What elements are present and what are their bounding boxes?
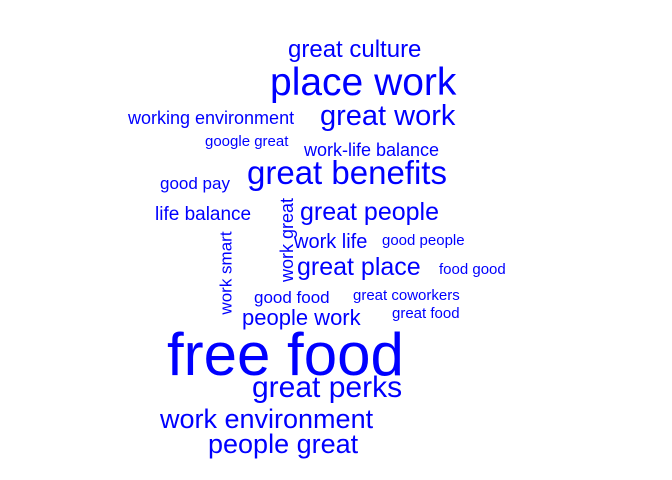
word-google-great: google great [205, 133, 289, 150]
word-great-people: great people [300, 198, 440, 226]
word-good-people: good people [382, 232, 465, 249]
word-people-work: people work [242, 305, 361, 330]
word-great-culture: great culture [288, 36, 422, 63]
word-work-environment: work environment [160, 404, 374, 434]
word-good-food: good food [254, 288, 330, 307]
word-great-benefits: great benefits [247, 154, 447, 191]
word-people-great: people great [208, 429, 359, 459]
word-working-environment: working environment [128, 108, 295, 128]
word-free-food: free food [167, 321, 404, 388]
word-work-smart: work smart [216, 231, 236, 315]
word-place-work: place work [270, 61, 457, 104]
word-great-food: great food [392, 305, 460, 322]
word-good-pay: good pay [160, 174, 230, 193]
word-great-place: great place [297, 253, 421, 281]
word-great-perks: great perks [252, 371, 403, 404]
word-work-life: work life [294, 231, 368, 253]
word-food-good: food good [439, 261, 506, 278]
word-great-work: great work [320, 100, 456, 132]
word-life-balance: life balance [155, 204, 252, 225]
word-great-coworkers: great coworkers [353, 287, 460, 304]
word-work-life-balance: work-life balance [304, 140, 440, 160]
